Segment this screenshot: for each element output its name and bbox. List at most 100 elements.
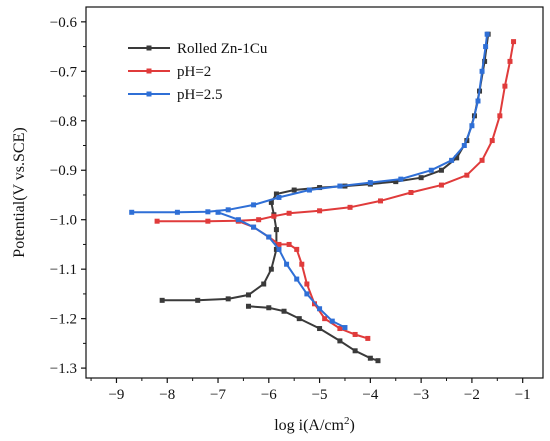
- data-point: [502, 83, 508, 89]
- data-point: [205, 218, 211, 224]
- data-point: [507, 58, 513, 64]
- data-point: [511, 39, 517, 45]
- data-point: [482, 58, 488, 64]
- data-point: [497, 113, 503, 119]
- data-point: [266, 234, 272, 240]
- data-point: [261, 281, 267, 287]
- data-point: [489, 138, 495, 144]
- data-point: [483, 44, 489, 50]
- data-point: [352, 331, 358, 337]
- data-point: [296, 316, 302, 322]
- data-point: [273, 191, 279, 197]
- data-point: [294, 246, 300, 252]
- legend-marker: [146, 91, 152, 97]
- data-point: [154, 218, 160, 224]
- data-point: [393, 179, 399, 185]
- data-point: [235, 217, 241, 223]
- data-point: [294, 276, 300, 282]
- data-point: [268, 266, 274, 272]
- data-point: [461, 143, 467, 149]
- x-tick-label: −4: [362, 387, 378, 403]
- data-point: [159, 297, 165, 303]
- plot-area: [85, 6, 544, 379]
- data-point: [276, 246, 282, 252]
- data-point: [469, 123, 475, 129]
- data-point: [317, 306, 323, 312]
- x-tick-label: −9: [108, 387, 124, 403]
- data-point: [337, 183, 343, 189]
- legend-label: Rolled Zn-1Cu: [177, 41, 268, 57]
- data-point: [464, 172, 470, 178]
- data-point: [251, 202, 257, 208]
- data-point: [438, 182, 444, 188]
- data-point: [438, 167, 444, 173]
- data-point: [418, 175, 424, 181]
- data-point: [378, 198, 384, 204]
- data-point: [367, 355, 373, 361]
- data-point: [225, 296, 231, 302]
- data-point: [286, 241, 292, 247]
- x-tick-label: −8: [159, 387, 175, 403]
- legend-label: pH=2.5: [177, 87, 223, 103]
- data-point: [347, 204, 353, 210]
- data-point: [317, 208, 323, 214]
- data-point: [475, 98, 481, 104]
- legend-marker: [146, 68, 152, 74]
- x-axis-title-main: log i(A/cm: [274, 417, 344, 434]
- x-tick-label: −1: [515, 387, 531, 403]
- data-point: [273, 246, 279, 252]
- data-point: [317, 185, 323, 191]
- series-2: [129, 31, 490, 331]
- y-tick-label: −1.0: [50, 213, 77, 229]
- data-point: [266, 305, 272, 311]
- legend-item: pH=2.5: [128, 87, 223, 103]
- y-tick-label: −1.3: [50, 361, 77, 377]
- data-point: [268, 199, 274, 205]
- data-point: [322, 316, 328, 322]
- y-axis: −0.6 −0.7 −0.8 −0.9 −1.0 −1.1 −1.2 −1.3: [50, 15, 86, 377]
- y-tick-label: −0.9: [50, 163, 77, 179]
- data-point: [276, 241, 282, 247]
- x-axis-title-superscript: 2: [344, 415, 350, 427]
- legend-item: Rolled Zn-1Cu: [128, 41, 268, 57]
- data-point: [408, 190, 414, 195]
- series-line-anodic: [131, 34, 489, 214]
- y-tick-label: −0.7: [50, 64, 78, 80]
- x-axis: −9 −8 −7 −6 −5 −4 −3 −2 −1: [90, 378, 531, 403]
- data-point: [375, 358, 381, 364]
- data-point: [479, 157, 485, 163]
- plot-frame: [85, 6, 544, 379]
- data-point: [225, 207, 231, 213]
- data-point: [195, 297, 201, 303]
- y-axis-title: Potential(V vs.SCE): [11, 127, 28, 257]
- x-axis-title: log i(A/cm2): [274, 415, 355, 434]
- y-tick-label: −1.2: [50, 312, 77, 328]
- data-point: [352, 348, 358, 354]
- data-point: [273, 227, 279, 233]
- series-1: [154, 39, 517, 341]
- data-point: [329, 318, 335, 324]
- legend: Rolled Zn-1Cu pH=2 pH=2.5: [128, 41, 268, 103]
- data-point: [256, 217, 262, 223]
- data-point: [317, 326, 323, 332]
- data-point: [299, 261, 305, 267]
- data-point: [479, 68, 485, 74]
- series-line-cathodic: [248, 305, 379, 362]
- x-tick-label: −7: [210, 387, 226, 403]
- legend-label: pH=2: [177, 64, 211, 80]
- data-point: [281, 308, 287, 314]
- data-point: [484, 31, 490, 37]
- data-point: [337, 338, 343, 344]
- data-point: [306, 187, 312, 193]
- data-point: [174, 209, 180, 215]
- data-point: [129, 209, 135, 215]
- data-point: [215, 209, 221, 215]
- y-tick-label: −0.6: [50, 15, 78, 31]
- x-axis-title-end: ): [349, 417, 354, 434]
- y-tick-label: −1.1: [50, 262, 77, 278]
- data-point: [276, 194, 282, 200]
- legend-marker: [146, 45, 152, 51]
- x-tick-label: −2: [464, 387, 480, 403]
- data-point: [304, 281, 310, 287]
